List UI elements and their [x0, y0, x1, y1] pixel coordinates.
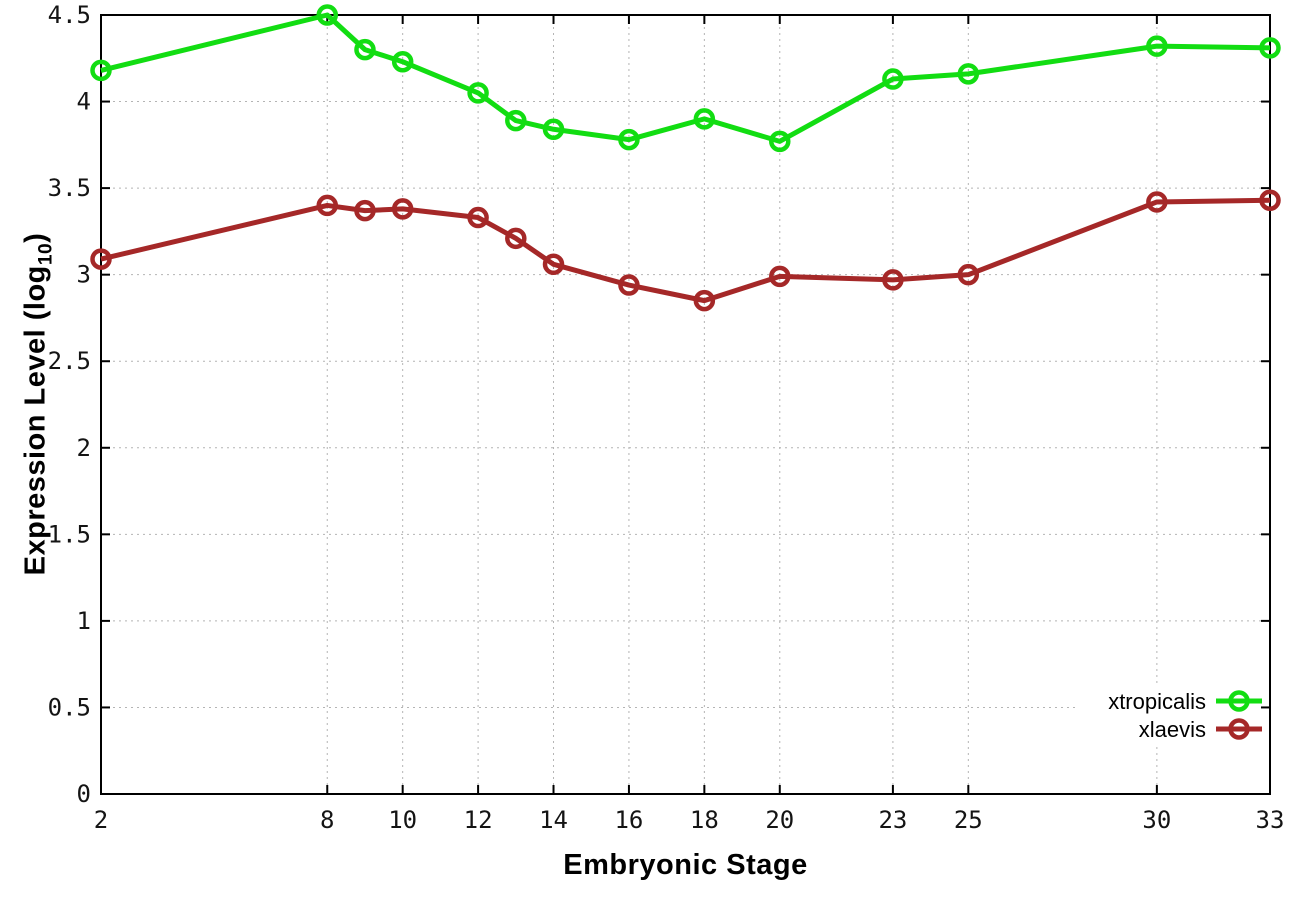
- data-point-xlaevis: [90, 248, 112, 270]
- data-point-xlaevis: [467, 206, 489, 229]
- x-tick-label: 33: [1256, 806, 1285, 834]
- x-tick-label: 30: [1142, 806, 1171, 834]
- data-point-xtropicalis: [882, 68, 904, 90]
- y-tick-label: 3: [77, 261, 91, 289]
- data-point-xlaevis: [354, 199, 376, 222]
- y-tick-label: 2.5: [48, 347, 91, 375]
- data-point-xtropicalis: [391, 50, 414, 73]
- data-point-xtropicalis: [1146, 35, 1168, 57]
- x-tick-label: 2: [94, 806, 108, 834]
- y-axis-title: Expression Level (log10): [19, 232, 57, 576]
- data-point-xlaevis: [1259, 189, 1281, 211]
- data-point-xtropicalis: [316, 4, 339, 26]
- y-tick-label: 1.5: [48, 520, 91, 548]
- data-point-xtropicalis: [618, 128, 640, 151]
- legend-label-xlaevis: xlaevis: [1139, 717, 1206, 742]
- series-line-xlaevis: [100, 197, 1271, 304]
- data-point-xlaevis: [693, 289, 716, 312]
- x-axis-title: Embryonic Stage: [563, 849, 808, 881]
- y-axis-title-text: Expression Level (log: [19, 265, 52, 576]
- y-tick-label: 1: [77, 607, 91, 635]
- legend-label-xtropicalis: xtropicalis: [1108, 689, 1206, 714]
- data-point-xtropicalis: [1259, 37, 1281, 59]
- data-point-xtropicalis: [505, 109, 527, 132]
- data-point-xtropicalis: [957, 63, 980, 85]
- y-tick-label: 0.5: [48, 693, 91, 721]
- x-tick-label: 14: [539, 806, 568, 834]
- data-point-xtropicalis: [90, 59, 112, 82]
- data-point-xlaevis: [769, 265, 791, 288]
- data-point-xtropicalis: [693, 108, 716, 130]
- data-point-xlaevis: [957, 263, 980, 286]
- y-tick-label: 3.5: [48, 174, 91, 202]
- x-tick-label: 10: [388, 806, 417, 834]
- y-axis-title-subscript: 10: [35, 242, 57, 266]
- x-tick-label: 12: [464, 806, 493, 834]
- data-point-xtropicalis: [769, 130, 791, 153]
- legend-marker-xlaevis: [1228, 718, 1250, 740]
- data-point-xlaevis: [316, 194, 339, 217]
- y-tick-label: 2: [77, 434, 91, 462]
- x-tick-label: 8: [320, 806, 334, 834]
- x-tick-label: 20: [765, 806, 794, 834]
- data-point-xlaevis: [391, 198, 414, 220]
- data-point-xtropicalis: [467, 82, 489, 104]
- x-tick-label: 18: [690, 806, 719, 834]
- legend-marker-xtropicalis: [1228, 690, 1250, 712]
- data-point-xlaevis: [1146, 191, 1168, 213]
- data-point-xlaevis: [505, 227, 527, 250]
- data-point-xtropicalis: [354, 38, 376, 61]
- data-point-xlaevis: [882, 269, 904, 291]
- y-tick-label: 4.5: [48, 1, 91, 29]
- series-line-xtropicalis: [100, 12, 1271, 144]
- x-tick-label: 16: [614, 806, 643, 834]
- data-point-xlaevis: [618, 274, 640, 296]
- data-point-xtropicalis: [542, 118, 565, 141]
- y-tick-label: 0: [77, 780, 91, 808]
- x-tick-label: 25: [954, 806, 983, 834]
- y-axis-title-suffix: ): [19, 232, 52, 243]
- data-point-xlaevis: [542, 253, 565, 276]
- y-tick-label: 4: [77, 88, 91, 116]
- x-tick-label: 23: [878, 806, 907, 834]
- plot-border: [100, 14, 1271, 795]
